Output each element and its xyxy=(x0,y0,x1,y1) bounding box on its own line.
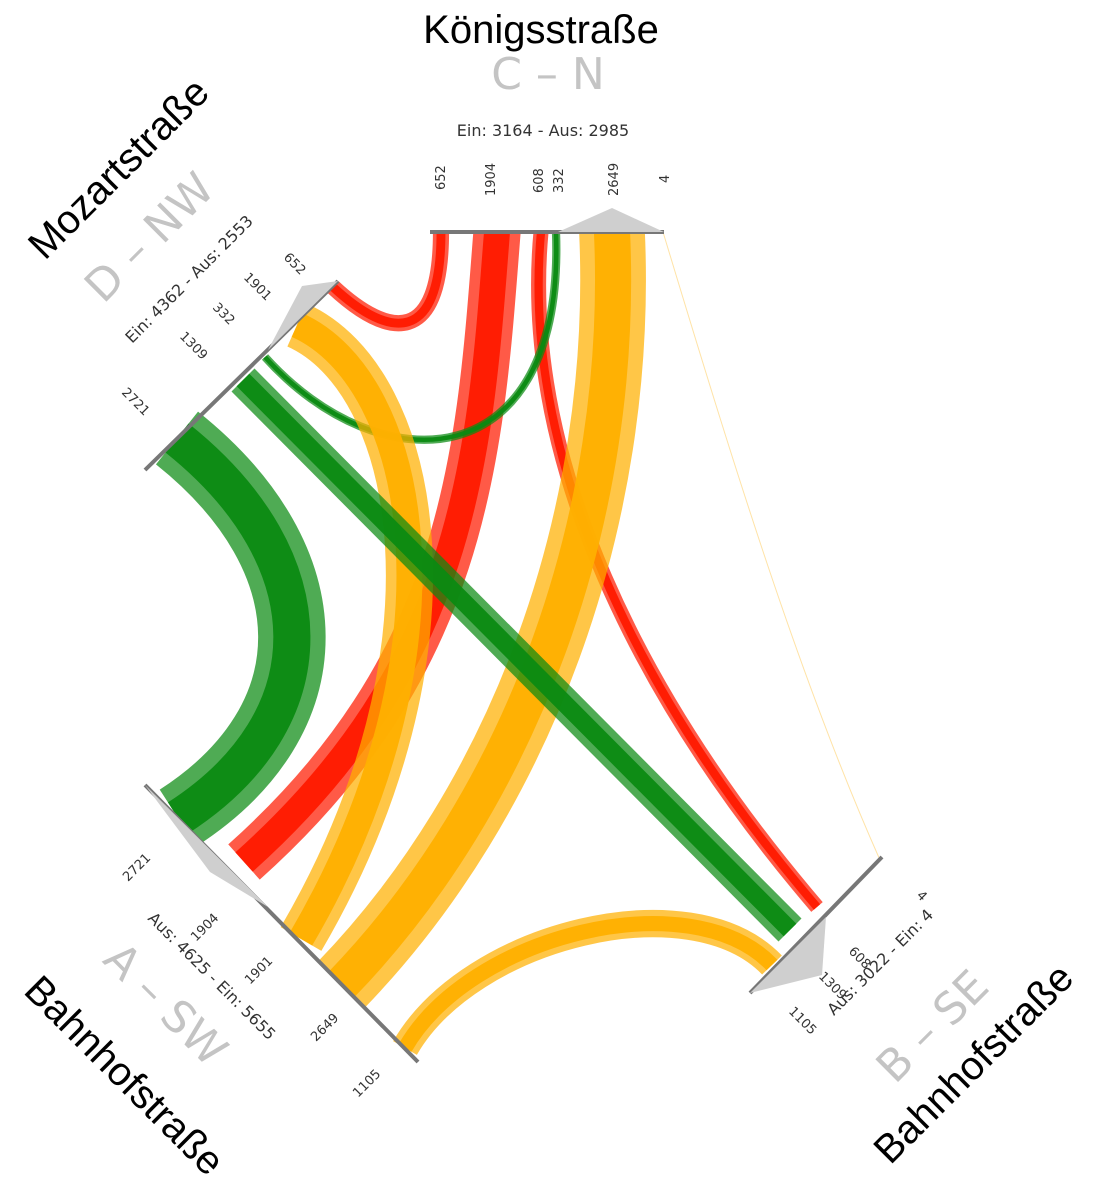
tick-label-north: 652 xyxy=(434,165,449,190)
tick-label-northwest: 1901 xyxy=(240,270,274,304)
tick-label-northwest: 2721 xyxy=(118,385,152,419)
tick-label-north: 4 xyxy=(658,175,673,183)
tick-label-southwest: 1904 xyxy=(188,911,222,945)
tick-label-northwest: 332 xyxy=(209,300,237,328)
tick-label-southeast: 1105 xyxy=(785,1004,819,1038)
tick-label-north: 608 xyxy=(532,168,547,193)
arrow-southwest xyxy=(145,785,268,907)
tick-label-northwest: 652 xyxy=(280,250,308,278)
arrow-southeast xyxy=(750,917,826,993)
tick-label-southwest: 2721 xyxy=(120,851,154,885)
flow-ribbon-core xyxy=(165,423,311,834)
flow-ribbons xyxy=(155,230,881,1056)
tick-label-northwest: 1309 xyxy=(176,329,210,363)
street-name-southwest: Bahnhofstraße xyxy=(16,967,233,1184)
street-name-north: Königsstraße xyxy=(423,8,659,52)
arrow-northwest xyxy=(268,281,338,350)
tick-label-north: 1904 xyxy=(484,163,499,196)
flow-ribbon xyxy=(662,231,881,861)
arm-id-north: C – N xyxy=(491,49,605,100)
tick-label-north: 2649 xyxy=(607,163,622,196)
flow-ribbon-core xyxy=(328,231,632,998)
flow-ribbon-core xyxy=(236,373,797,937)
arrow-north xyxy=(558,208,664,232)
tick-label-north: 332 xyxy=(552,168,567,193)
flow-ribbon-core xyxy=(329,231,446,328)
arm-line-southeast xyxy=(748,855,884,995)
tick-label-southeast: 4 xyxy=(913,888,929,904)
flow-ribbon-core xyxy=(263,231,559,442)
stats-southeast: Aus: 3022 - Ein: 4 xyxy=(823,905,937,1019)
flow-ribbon-core xyxy=(398,916,778,1052)
tick-label-southwest: 2649 xyxy=(308,1011,342,1045)
tick-label-southwest: 1901 xyxy=(242,954,276,988)
flow-ribbon-core xyxy=(235,230,510,872)
tick-label-southwest: 1105 xyxy=(350,1067,384,1101)
stats-north: Ein: 3164 - Aus: 2985 xyxy=(457,121,629,140)
